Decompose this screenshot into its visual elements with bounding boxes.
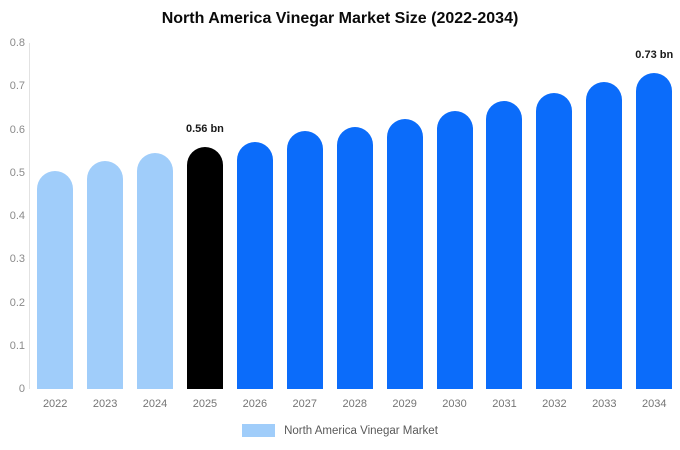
y-tick-0.6: 0.6: [9, 123, 25, 136]
y-tick-0.4: 0.4: [9, 210, 25, 222]
bar-2030[interactable]: [436, 111, 473, 389]
bar-2025[interactable]: [186, 146, 223, 389]
bar-2027[interactable]: [286, 131, 323, 389]
y-tick-0: 0: [18, 383, 25, 395]
x-label-2025: 2025: [192, 398, 218, 410]
x-label-2033: 2033: [592, 398, 617, 410]
bar-2029[interactable]: [386, 118, 423, 389]
x-label-2031: 2031: [492, 398, 517, 410]
y-tick-0.8: 0.8: [9, 37, 25, 49]
y-tick-0.1: 0.1: [9, 339, 25, 352]
value-label-2034: 0.73 bn: [635, 49, 674, 62]
x-label-2022: 2022: [42, 398, 68, 410]
y-tick-0.3: 0.3: [9, 253, 25, 266]
x-label-2032: 2032: [542, 398, 567, 410]
value-label-2025: 0.56 bn: [186, 122, 224, 135]
x-label-2024: 2024: [142, 398, 168, 410]
y-axis-line: [29, 43, 30, 389]
bar-2026[interactable]: [236, 142, 273, 389]
x-label-2028: 2028: [342, 398, 367, 410]
bar-2032[interactable]: [536, 93, 573, 389]
x-label-2023: 2023: [92, 398, 118, 410]
legend-label: North America Vinegar Market: [284, 424, 438, 437]
bar-2023[interactable]: [87, 161, 124, 389]
chart-title: North America Vinegar Market Size (2022-…: [161, 10, 519, 27]
x-label-2030: 2030: [442, 398, 467, 410]
y-tick-0.7: 0.7: [9, 80, 25, 93]
bar-2031[interactable]: [486, 100, 523, 389]
legend-item[interactable]: North America Vinegar Market: [0, 424, 680, 437]
bar-2028[interactable]: [336, 126, 373, 389]
bar-2033[interactable]: [586, 81, 623, 389]
bar-2024[interactable]: [137, 152, 174, 389]
x-label-2026: 2026: [242, 398, 268, 410]
bar-2022[interactable]: [37, 170, 74, 389]
legend-swatch-icon: [242, 424, 276, 437]
y-tick-0.5: 0.5: [9, 166, 25, 179]
x-label-2034: 2034: [641, 398, 667, 410]
bar-2034[interactable]: [636, 73, 673, 389]
x-label-2029: 2029: [392, 398, 417, 410]
y-tick-0.2: 0.2: [9, 296, 25, 309]
x-label-2027: 2027: [292, 398, 318, 410]
